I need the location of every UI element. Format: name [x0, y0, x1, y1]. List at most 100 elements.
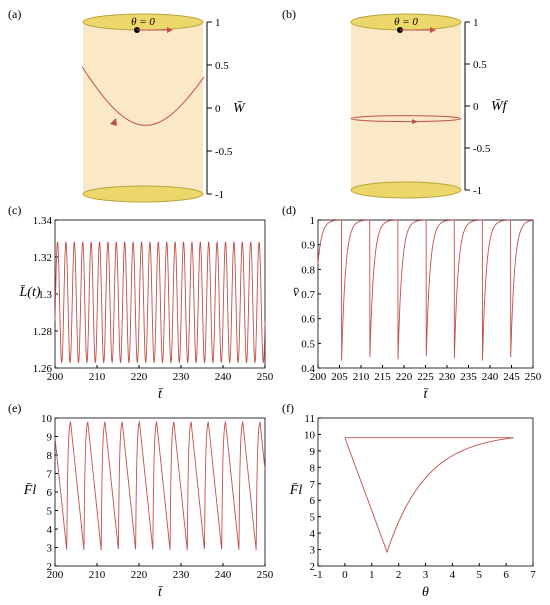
x-tick-label: 220: [131, 371, 148, 383]
y-axis-label: F̄l: [289, 483, 303, 498]
x-tick-label: 4: [450, 569, 456, 581]
theta-zero-annotation: θ = 0: [131, 16, 155, 28]
plot-frame: [54, 417, 266, 567]
direction-arrow: [167, 27, 173, 33]
x-tick-label: 240: [482, 371, 499, 383]
y-tick-label: 4: [47, 524, 53, 536]
x-tick-label: 215: [374, 371, 391, 383]
direction-arrow: [430, 27, 436, 33]
y-tick-label: 1: [310, 215, 316, 227]
x-tick-label: 7: [530, 569, 536, 581]
y-tick-label: 8: [310, 462, 316, 474]
y-tick-label: 11: [304, 413, 315, 425]
x-axis-label: t̄: [158, 585, 164, 600]
x-tick-label: 240: [215, 569, 232, 581]
x-axis-label: t̄: [158, 387, 164, 402]
cylinder-bottom-cap: [82, 185, 204, 203]
x-tick-label: 225: [417, 371, 434, 383]
x-tick-label: 220: [131, 569, 148, 581]
plot-frame: [317, 417, 534, 567]
y-tick-label: 2: [310, 561, 316, 573]
y-tick-label: 7: [310, 479, 316, 491]
y-tick-label: 0.4: [301, 363, 315, 375]
panel-label: (d): [282, 203, 296, 217]
y-tick-label: 8: [47, 450, 53, 462]
trajectory-arrow: [110, 118, 117, 126]
y-tick-label: -0.5: [215, 146, 233, 158]
y-tick-label: 9: [310, 446, 316, 458]
L-series-line: [54, 241, 266, 364]
x-tick-label: 2: [396, 569, 402, 581]
panel-label: (f): [282, 401, 294, 415]
y-axis-label: F̄l: [23, 483, 37, 498]
x-tick-label: 245: [503, 371, 520, 383]
y-tick-label: 7: [47, 469, 53, 481]
y-tick-label: -1: [473, 185, 482, 197]
y-tick-label: 0.6: [301, 314, 315, 326]
y-tick-label: 5: [310, 512, 316, 524]
panel-label: (b): [282, 7, 296, 21]
x-tick-label: 205: [331, 371, 348, 383]
x-tick-label: -1: [313, 569, 322, 581]
trajectory-curve: [81, 66, 205, 126]
y-tick-label: 1: [215, 17, 221, 29]
y-axis-label: L̄(t): [19, 285, 41, 300]
y-tick-label: 9: [47, 432, 53, 444]
y-tick-label: -0.5: [473, 143, 491, 155]
y-tick-label: 3: [310, 545, 316, 557]
y-tick-label: 1.26: [33, 363, 53, 375]
F-series-line: [54, 420, 266, 551]
x-axis-label: t̄: [423, 387, 429, 402]
y-axis-label: v̄: [293, 285, 300, 300]
y-tick-label: 1.28: [33, 326, 53, 338]
x-tick-label: 0: [342, 569, 348, 581]
y-tick-label: 1: [473, 17, 479, 29]
y-tick-label: 5: [47, 506, 53, 518]
y-tick-label: 6: [47, 487, 53, 499]
x-tick-label: 250: [257, 371, 274, 383]
panel-label: (a): [8, 7, 21, 21]
trajectory-arrow: [412, 119, 418, 125]
y-tick-label: 4: [310, 528, 316, 540]
y-tick-label: 1.34: [33, 215, 53, 227]
x-tick-label: 220: [396, 371, 413, 383]
cylinder-bottom-cap: [350, 181, 462, 199]
x-tick-label: 210: [89, 569, 106, 581]
circle-trajectory: [350, 115, 462, 123]
y-tick-label: 10: [41, 413, 53, 425]
v-series-line: [317, 219, 534, 361]
y-tick-label: 2: [47, 561, 53, 573]
theta-zero-annotation: θ = 0: [394, 16, 418, 28]
panel-label: (c): [8, 203, 21, 217]
x-tick-label: 210: [89, 371, 106, 383]
x-tick-label: 250: [257, 569, 274, 581]
y-tick-label: 0.5: [301, 338, 315, 350]
y-tick-label: 10: [304, 429, 316, 441]
x-tick-label: 210: [353, 371, 370, 383]
x-tick-label: 200: [47, 569, 64, 581]
x-axis-label: θ: [422, 585, 429, 600]
y-tick-label: 1.32: [33, 252, 52, 264]
F-theta-loop: [344, 437, 514, 554]
y-tick-label: 0: [215, 103, 221, 115]
y-tick-label: 0: [473, 101, 479, 113]
y-tick-label: 0.8: [301, 264, 315, 276]
x-tick-label: 250: [525, 371, 542, 383]
x-tick-label: 240: [215, 371, 232, 383]
y-tick-label: 0.9: [301, 240, 315, 252]
x-tick-label: 230: [439, 371, 456, 383]
x-tick-label: 5: [477, 569, 483, 581]
y-tick-label: 3: [47, 543, 53, 555]
y-tick-label: -1: [215, 189, 224, 201]
y-tick-label: 1.3: [38, 289, 52, 301]
x-tick-label: 230: [173, 569, 190, 581]
y-axis-label: W̄: [233, 101, 246, 116]
y-tick-label: 0.5: [215, 60, 229, 72]
cylinder-body: [83, 22, 203, 194]
y-axis-label: W̄f: [491, 99, 509, 114]
y-tick-label: 0.5: [473, 59, 487, 71]
x-tick-label: 3: [423, 569, 429, 581]
y-tick-label: 6: [310, 495, 316, 507]
x-tick-label: 1: [369, 569, 375, 581]
